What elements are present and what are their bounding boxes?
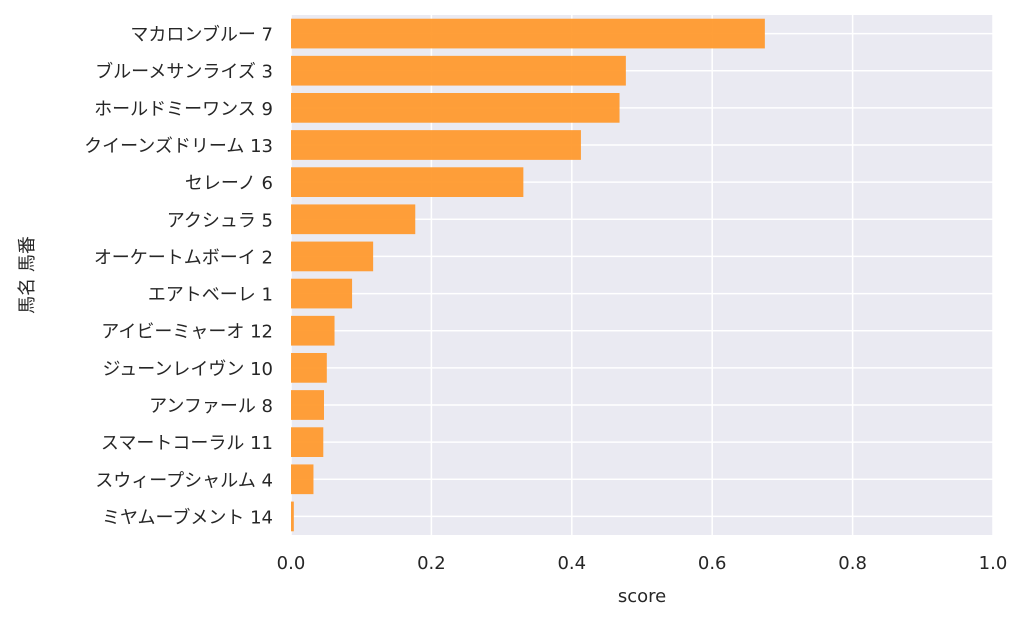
bar xyxy=(291,464,314,495)
bar xyxy=(291,501,294,532)
bars xyxy=(291,18,765,532)
y-tick-label: エアトベーレ 1 xyxy=(148,285,273,306)
y-tick-labels: マカロンブルー 7 ブルーメサンライズ 3 ホールドミーワンス 9 クイーンズドリーム… xyxy=(84,24,273,529)
bar xyxy=(291,204,416,235)
y-tick-label: オーケートムボーイ 2 xyxy=(94,247,273,268)
bar xyxy=(291,130,581,160)
y-tick-label: クイーンズドリーム 13 xyxy=(84,136,273,157)
y-tick-label: アンファール 8 xyxy=(149,396,273,417)
bar xyxy=(291,55,626,86)
x-tick-label: 0.8 xyxy=(838,553,867,574)
x-tick-label: 0.0 xyxy=(277,553,306,574)
bar xyxy=(291,167,524,197)
y-tick-label: ホールドミーワンス 9 xyxy=(94,99,273,120)
y-tick-label: スマートコーラル 11 xyxy=(101,433,273,454)
x-axis-label: score xyxy=(618,586,666,607)
bar xyxy=(291,390,324,420)
y-tick-label: セレーノ 6 xyxy=(185,173,273,194)
bar xyxy=(291,278,353,309)
y-axis-label: 馬名 馬番 xyxy=(17,236,38,314)
x-tick-label: 0.4 xyxy=(557,553,586,574)
y-tick-label: アクシュラ 5 xyxy=(167,210,273,231)
y-tick-label: ジューンレイヴン 10 xyxy=(103,359,273,380)
bar xyxy=(291,241,374,272)
x-tick-label: 1.0 xyxy=(979,553,1008,574)
y-tick-label: ミヤムーブメント 14 xyxy=(102,506,273,528)
y-tick-label: アイビーミャーオ 12 xyxy=(101,322,273,343)
x-tick-label: 0.6 xyxy=(698,553,727,574)
x-tick-labels: 0.0 0.2 0.4 0.6 0.8 1.0 xyxy=(277,553,1008,574)
x-tick-label: 0.2 xyxy=(417,553,446,574)
y-tick-label: スウィープシャルム 4 xyxy=(95,470,273,491)
bar xyxy=(291,93,620,123)
y-tick-label: ブルーメサンライズ 3 xyxy=(95,61,273,83)
bar xyxy=(291,18,765,49)
bar xyxy=(291,353,327,383)
y-tick-label: マカロンブルー 7 xyxy=(130,24,273,46)
bar xyxy=(291,427,324,457)
bar xyxy=(291,315,335,346)
